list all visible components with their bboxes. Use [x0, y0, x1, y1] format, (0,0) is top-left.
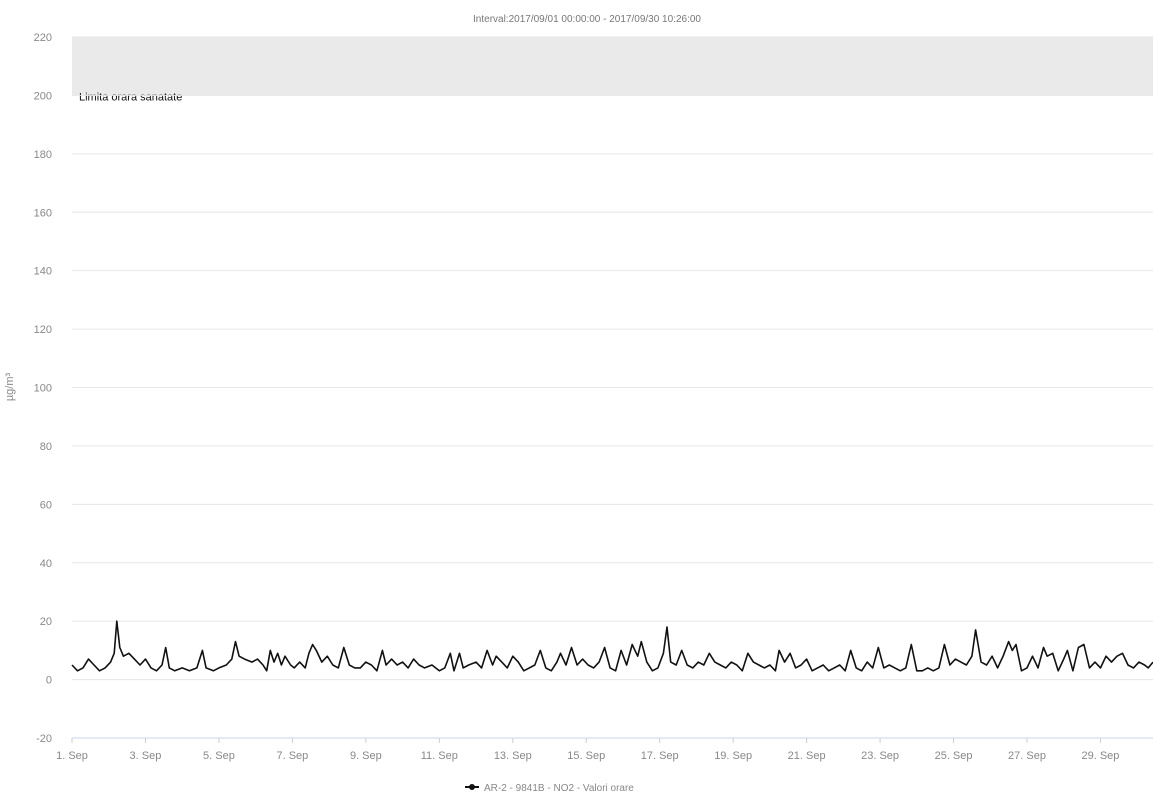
y-tick-label: 200	[34, 90, 52, 102]
x-tick-label: 27. Sep	[1008, 750, 1046, 762]
x-tick-label: 13. Sep	[494, 750, 532, 762]
x-tick-label: 5. Sep	[203, 750, 235, 762]
legend-label: AR-2 - 9841B - NO2 - Valori orare	[484, 783, 634, 794]
y-tick-label: 60	[40, 499, 52, 511]
x-tick-label: 9. Sep	[350, 750, 382, 762]
legend-marker	[469, 784, 475, 790]
x-tick-label: 3. Sep	[130, 750, 162, 762]
x-tick-label: 23. Sep	[861, 750, 899, 762]
y-tick-label: -20	[36, 733, 52, 745]
y-tick-label: 160	[34, 207, 52, 219]
y-tick-label: 180	[34, 149, 52, 161]
y-tick-label: 140	[34, 266, 52, 278]
y-tick-label: 100	[34, 383, 52, 395]
y-axis-label: µg/m³	[4, 372, 16, 401]
y-tick-label: 80	[40, 441, 52, 453]
x-tick-label: 21. Sep	[788, 750, 826, 762]
y-tick-label: 20	[40, 616, 52, 628]
x-tick-label: 17. Sep	[641, 750, 679, 762]
x-tick-label: 7. Sep	[276, 750, 308, 762]
y-tick-label: 40	[40, 558, 52, 570]
plot-band-health-limit	[72, 37, 1153, 96]
y-tick-label: 220	[34, 32, 52, 44]
y-tick-label: 120	[34, 324, 52, 336]
x-tick-label: 19. Sep	[714, 750, 752, 762]
x-tick-label: 1. Sep	[56, 750, 88, 762]
x-tick-label: 11. Sep	[421, 750, 458, 762]
y-tick-label: 0	[46, 675, 52, 687]
chart-title: Interval:2017/09/01 00:00:00 - 2017/09/3…	[473, 14, 701, 25]
x-tick-label: 15. Sep	[567, 750, 605, 762]
legend[interactable]: AR-2 - 9841B - NO2 - Valori orare	[465, 783, 634, 794]
series-line-no2[interactable]	[71, 620, 1153, 672]
plot-band-label: Limita orara sanatate	[79, 91, 182, 103]
x-tick-label: 29. Sep	[1082, 750, 1120, 762]
x-tick-label: 25. Sep	[935, 750, 973, 762]
